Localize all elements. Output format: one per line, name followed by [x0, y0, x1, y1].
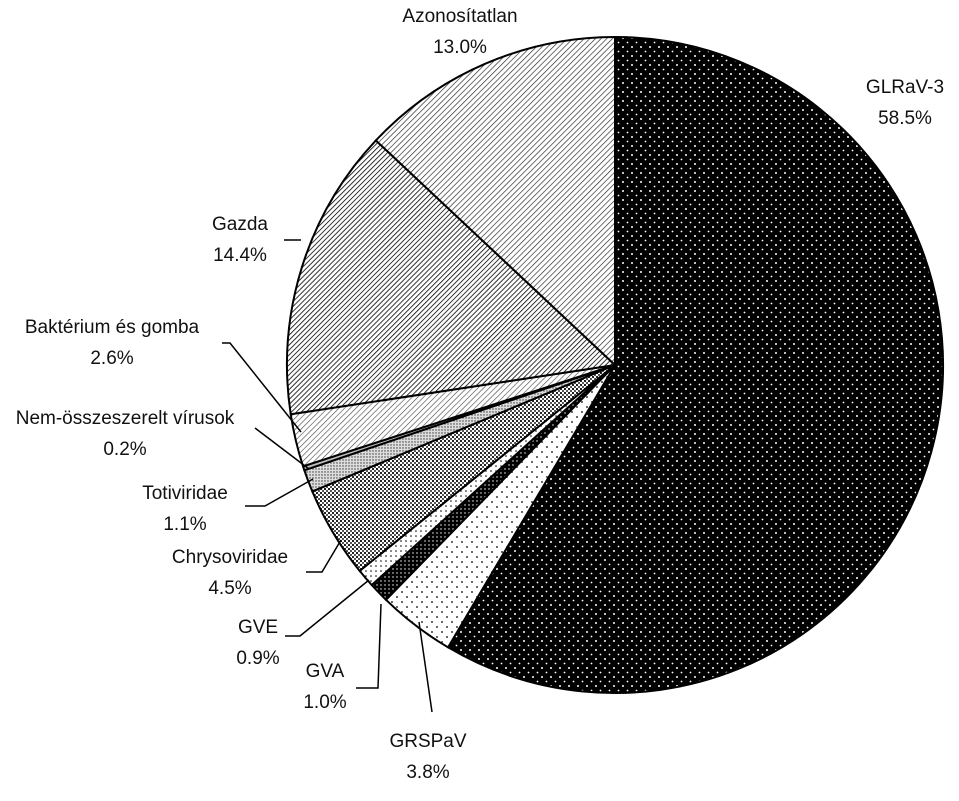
- slice-label: Nem-összeszerelt vírusok: [16, 408, 235, 429]
- leader-line: [356, 603, 382, 689]
- slice-label: GVE: [238, 617, 278, 638]
- slice-value-label: 14.4%: [213, 245, 267, 266]
- leader-line: [418, 621, 433, 713]
- pie-slice: [446, 35, 944, 694]
- slice-value-label: 1.0%: [303, 692, 346, 713]
- slice-label: Totiviridae: [142, 483, 228, 504]
- slice-label: GVA: [306, 661, 345, 682]
- slice-value-label: 13.0%: [433, 37, 487, 58]
- slice-label: GLRaV-3: [866, 77, 944, 98]
- slice-label: Baktérium és gomba: [25, 317, 200, 338]
- leader-line: [222, 342, 302, 433]
- slice-value-label: 1.1%: [163, 514, 206, 535]
- slice-label: Azonosítatlan: [402, 6, 517, 27]
- slice-value-label: 2.6%: [90, 348, 133, 369]
- slice-label: Gazda: [212, 214, 268, 235]
- leader-line: [245, 478, 314, 507]
- leader-line: [254, 427, 310, 470]
- leader-line: [285, 579, 370, 637]
- leader-line: [306, 539, 342, 573]
- pie-slice: [374, 35, 616, 368]
- slice-value-label: 4.5%: [208, 578, 251, 599]
- slice-value-label: 0.9%: [236, 648, 279, 669]
- slice-label: Chrysoviridae: [172, 547, 288, 568]
- slice-label: GRSPaV: [389, 731, 466, 752]
- slice-value-label: 3.8%: [406, 762, 449, 783]
- slice-value-label: 0.2%: [103, 439, 146, 460]
- pie-slice: [286, 139, 618, 416]
- slice-value-label: 58.5%: [878, 108, 932, 129]
